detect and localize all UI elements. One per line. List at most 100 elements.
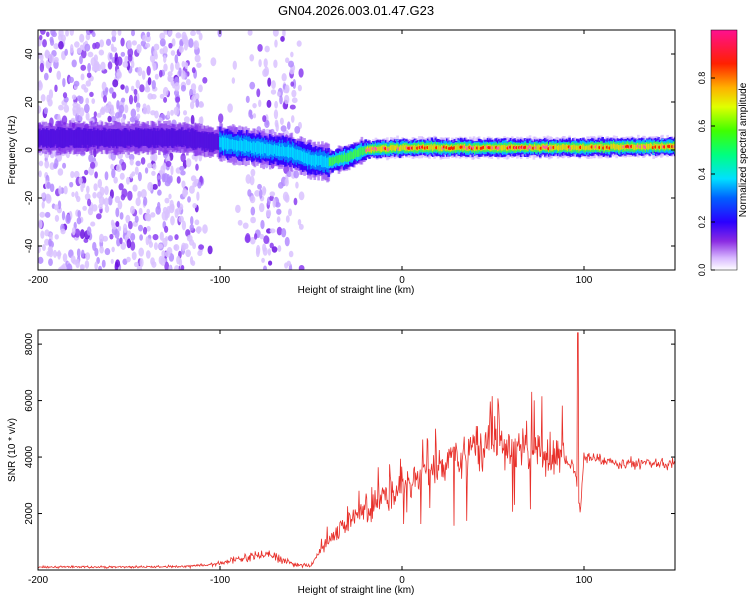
spectrogram-cell [54,234,59,240]
spectrogram-cell [133,94,138,104]
spectrogram-cell [48,248,54,258]
spectrogram-cell [129,173,134,179]
spectrogram-cell [272,30,279,37]
spectrogram-cell [285,57,290,64]
spectrogram-cell [181,60,186,68]
spectrogram-cell [135,160,141,167]
spectrogram-cell [263,265,267,270]
spectrogram-cell [158,69,163,78]
spectrogram-cell [42,39,47,48]
spectrogram-cell [290,115,295,123]
spectrogram-cell [197,250,203,257]
spectrogram-cell [166,205,171,215]
spectrogram-cell [98,195,105,206]
spectrogram-cell [294,126,301,134]
spectrogram-cell [276,91,281,97]
spectrogram-cell [89,30,94,34]
spectrogram-cell [140,157,146,165]
spectrogram-cell [99,245,104,254]
spectrogram-cell [182,187,188,198]
spectrogram-cell [249,195,256,204]
spectrogram-cell [39,34,43,41]
spectrogram-cell [270,89,277,95]
spectrogram-cell [79,55,83,65]
spectrogram-cell [111,46,117,53]
spectrogram-cell [276,216,281,223]
spectrogram-cell [130,241,136,251]
spectrogram-cell [104,248,111,256]
x-tick-label: -100 [210,575,230,586]
spectrogram-cell [293,197,298,206]
spectrogram-cell [298,223,304,230]
spectrogram-cell [74,41,80,48]
spectrogram-cell [249,236,256,245]
spectrogram-cell [77,210,82,218]
spectrogram-cell [274,100,279,109]
spectrogram-cell [298,68,304,78]
spectrogram-cell [104,197,109,207]
spectrogram-cell [89,91,94,97]
spectrogram-cell [198,101,205,108]
spectrogram-cell [117,200,123,210]
spectrogram-cell [266,99,272,108]
spectrogram-cell [174,208,179,218]
spectrogram-cell [267,77,272,87]
spectrogram-cell [154,73,159,80]
spectrogram-cell [195,163,199,171]
spectrogram-cell [284,236,290,247]
spectrogram-cell [163,55,167,63]
spectrogram-cell [100,106,105,114]
spectrogram-cell [97,178,103,189]
spectrogram-cell [119,212,124,220]
spectrogram-cell [144,167,149,174]
spectrogram-cell [157,179,161,187]
spectrogram-cell [83,103,90,114]
y-tick-label: 2000 [24,502,35,525]
spectrogram-cell [74,191,79,199]
spectrogram-cell [120,84,125,90]
spectrogram-cell [130,85,135,92]
spectrogram-cell [265,119,269,126]
spectrogram-cell [295,181,299,189]
spectrogram-cell [125,214,131,224]
spectrogram-cell [176,176,181,184]
colorbar: 0.0 0.2 0.4 0.6 0.8 Normalized spectral ampl… [697,29,749,276]
spectrogram-cell [103,95,108,103]
spectrogram-cell [80,64,87,71]
spectrogram-cell [38,256,44,264]
spectrogram-cell [114,229,120,239]
spectrogram-cell [276,208,282,215]
spectrogram-cell [190,30,196,37]
spectrogram-cell [41,201,45,209]
spectrogram-cell [38,105,42,114]
spectrogram-cell [134,215,139,223]
spectrogram-cell [54,84,58,93]
spectrogram-cell [259,188,263,199]
spectrogram-cell [62,77,66,88]
spectrogram-cell [110,104,115,113]
spectrogram-cell [232,60,237,70]
spectrogram-cell [49,183,55,193]
spectrogram-cell [115,207,120,218]
spectrogram-cell [104,107,111,113]
colorbar-bar [710,29,738,271]
spectrogram-cell [286,171,292,178]
spectrogram-cell [175,96,181,103]
spectrogram-cell [170,215,175,226]
spectrogram-cell [38,170,42,178]
spectrogram-cell [197,181,202,189]
spectrogram-cell [279,117,284,125]
spectrogram-cell [142,108,148,115]
y-tick-label: 4000 [24,445,35,468]
spectrogram-cell [273,109,279,120]
spectrogram-cell [146,225,151,232]
spectrogram-cell [63,185,68,195]
spectrogram-cell [132,184,138,192]
spectrogram-cell [249,113,254,120]
spectrogram-cell [192,242,197,250]
spectrogram-cell [184,62,189,70]
spectrogram-cell [104,185,109,196]
spectrogram-cell [167,235,173,242]
spectrogram-cell [196,191,200,201]
